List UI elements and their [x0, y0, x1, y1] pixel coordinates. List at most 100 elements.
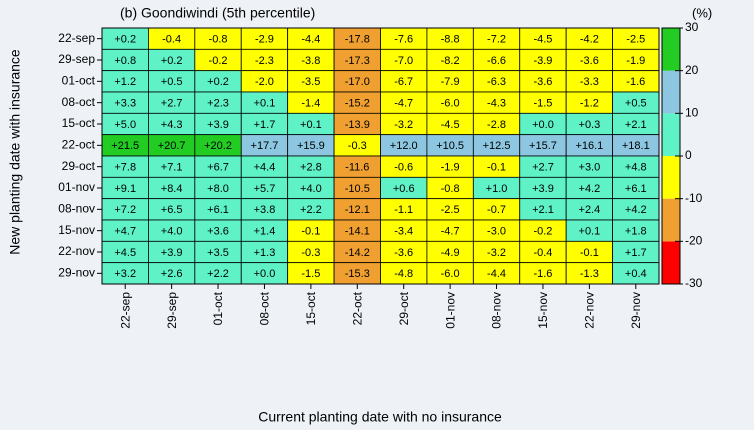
- cell-label: -1.9: [441, 162, 460, 174]
- cell-label: -7.6: [394, 34, 413, 46]
- x-tick-label: 01-nov: [443, 292, 457, 329]
- cell-label: -4.4: [301, 34, 320, 46]
- cell-label: -12.1: [345, 204, 370, 216]
- cell-label: -2.5: [441, 204, 460, 216]
- cell-label: +2.7: [161, 98, 183, 110]
- cell-label: -7.2: [487, 34, 506, 46]
- cell-label: +7.2: [114, 204, 136, 216]
- cell-label: -10.5: [345, 183, 370, 195]
- cell-label: -0.4: [162, 34, 181, 46]
- cell-label: +0.5: [625, 98, 647, 110]
- colorbar-tick-label: 30: [685, 20, 699, 34]
- cell-label: +20.2: [204, 140, 232, 152]
- cell-label: +2.1: [625, 119, 647, 131]
- cell-label: -4.5: [533, 34, 552, 46]
- plot-frame: [101, 27, 660, 285]
- cell-label: -0.8: [441, 183, 460, 195]
- cell-label: +5.7: [254, 183, 276, 195]
- cell-label: -1.2: [580, 98, 599, 110]
- cell-label: +15.7: [529, 140, 557, 152]
- cell-label: -4.4: [487, 268, 506, 280]
- cell-label: -6.0: [441, 268, 460, 280]
- cell-label: +1.0: [486, 183, 508, 195]
- colorbar-segment: [662, 70, 680, 114]
- cell-label: -3.5: [301, 76, 320, 88]
- x-tick-label: 22-sep: [118, 292, 132, 329]
- x-tick-label: 29-nov: [629, 292, 643, 329]
- cell-label: -8.2: [441, 55, 460, 67]
- cell-label: -0.1: [580, 247, 599, 259]
- cell-label: +6.5: [161, 204, 183, 216]
- cell-label: -1.3: [580, 268, 599, 280]
- cell-label: -3.6: [580, 55, 599, 67]
- colorbar-segment: [662, 198, 680, 242]
- cell-label: +2.6: [161, 268, 183, 280]
- cell-label: +2.3: [207, 98, 229, 110]
- cell-label: -4.9: [441, 247, 460, 259]
- cell-label: -4.8: [394, 268, 413, 280]
- cell-label: +8.0: [207, 183, 229, 195]
- cell-label: -4.5: [441, 119, 460, 131]
- cell-label: +1.8: [625, 226, 647, 238]
- cell-label: +3.9: [207, 119, 229, 131]
- cell-label: -0.3: [348, 140, 367, 152]
- cell-label: +0.6: [393, 183, 415, 195]
- y-tick-label: 08-oct: [62, 95, 96, 109]
- y-tick-label: 29-sep: [58, 52, 95, 66]
- cell-label: -2.5: [626, 34, 645, 46]
- cell-label: -4.3: [487, 98, 506, 110]
- cell-label: +4.8: [625, 162, 647, 174]
- cell-label: +2.7: [532, 162, 554, 174]
- cell-label: -1.6: [626, 76, 645, 88]
- x-axis-label: Current planting date with no insurance: [258, 409, 502, 425]
- cell-label: -0.7: [487, 204, 506, 216]
- y-tick-label: 29-nov: [58, 266, 95, 280]
- cell-label: -2.0: [255, 76, 274, 88]
- cell-label: -3.3: [580, 76, 599, 88]
- cell-label: +0.1: [300, 119, 322, 131]
- cell-label: +0.2: [114, 34, 136, 46]
- colorbar-segment: [662, 28, 680, 71]
- cell-label: +1.7: [625, 247, 647, 259]
- cell-label: -11.6: [345, 162, 369, 174]
- x-tick-label: 08-nov: [490, 292, 504, 329]
- cell-label: +21.5: [111, 140, 139, 152]
- colorbar-tick-label: 10: [685, 106, 699, 120]
- cell-label: -1.4: [301, 98, 320, 110]
- y-tick-label: 22-nov: [58, 244, 95, 258]
- cell-label: +0.8: [114, 55, 136, 67]
- y-tick-label: 15-nov: [58, 223, 95, 237]
- cell-label: -0.2: [209, 55, 228, 67]
- cell-label: -0.4: [533, 247, 552, 259]
- cell-label: -17.0: [345, 76, 370, 88]
- cell-label: +3.3: [114, 98, 136, 110]
- cell-label: -2.9: [255, 34, 274, 46]
- cell-label: +7.8: [114, 162, 136, 174]
- cell-label: -17.8: [345, 34, 370, 46]
- y-axis-label: New planting date with insurance: [7, 49, 23, 255]
- cell-label: -6.0: [441, 98, 460, 110]
- cell-label: +20.7: [158, 140, 186, 152]
- cell-label: +2.8: [300, 162, 322, 174]
- cell-label: +9.1: [114, 183, 136, 195]
- cell-label: +1.4: [254, 226, 276, 238]
- colorbar-tick-label: -30: [685, 276, 703, 290]
- cell-label: +8.4: [161, 183, 183, 195]
- cell-label: -13.9: [345, 119, 370, 131]
- cell-label: -14.2: [345, 247, 370, 259]
- cell-label: -8.8: [441, 34, 460, 46]
- cell-label: +4.2: [625, 204, 647, 216]
- cell-label: +7.1: [161, 162, 183, 174]
- cell-label: +0.1: [579, 226, 601, 238]
- cell-label: +3.8: [254, 204, 276, 216]
- cell-label: +6.1: [207, 204, 229, 216]
- cell-label: +17.7: [251, 140, 279, 152]
- cell-label: -14.1: [345, 226, 370, 238]
- y-tick-label: 22-oct: [62, 138, 96, 152]
- cell-label: +4.0: [161, 226, 183, 238]
- cell-label: +15.9: [297, 140, 325, 152]
- cell-label: +0.0: [254, 268, 276, 280]
- cell-label: +6.1: [625, 183, 647, 195]
- cell-label: +16.1: [575, 140, 603, 152]
